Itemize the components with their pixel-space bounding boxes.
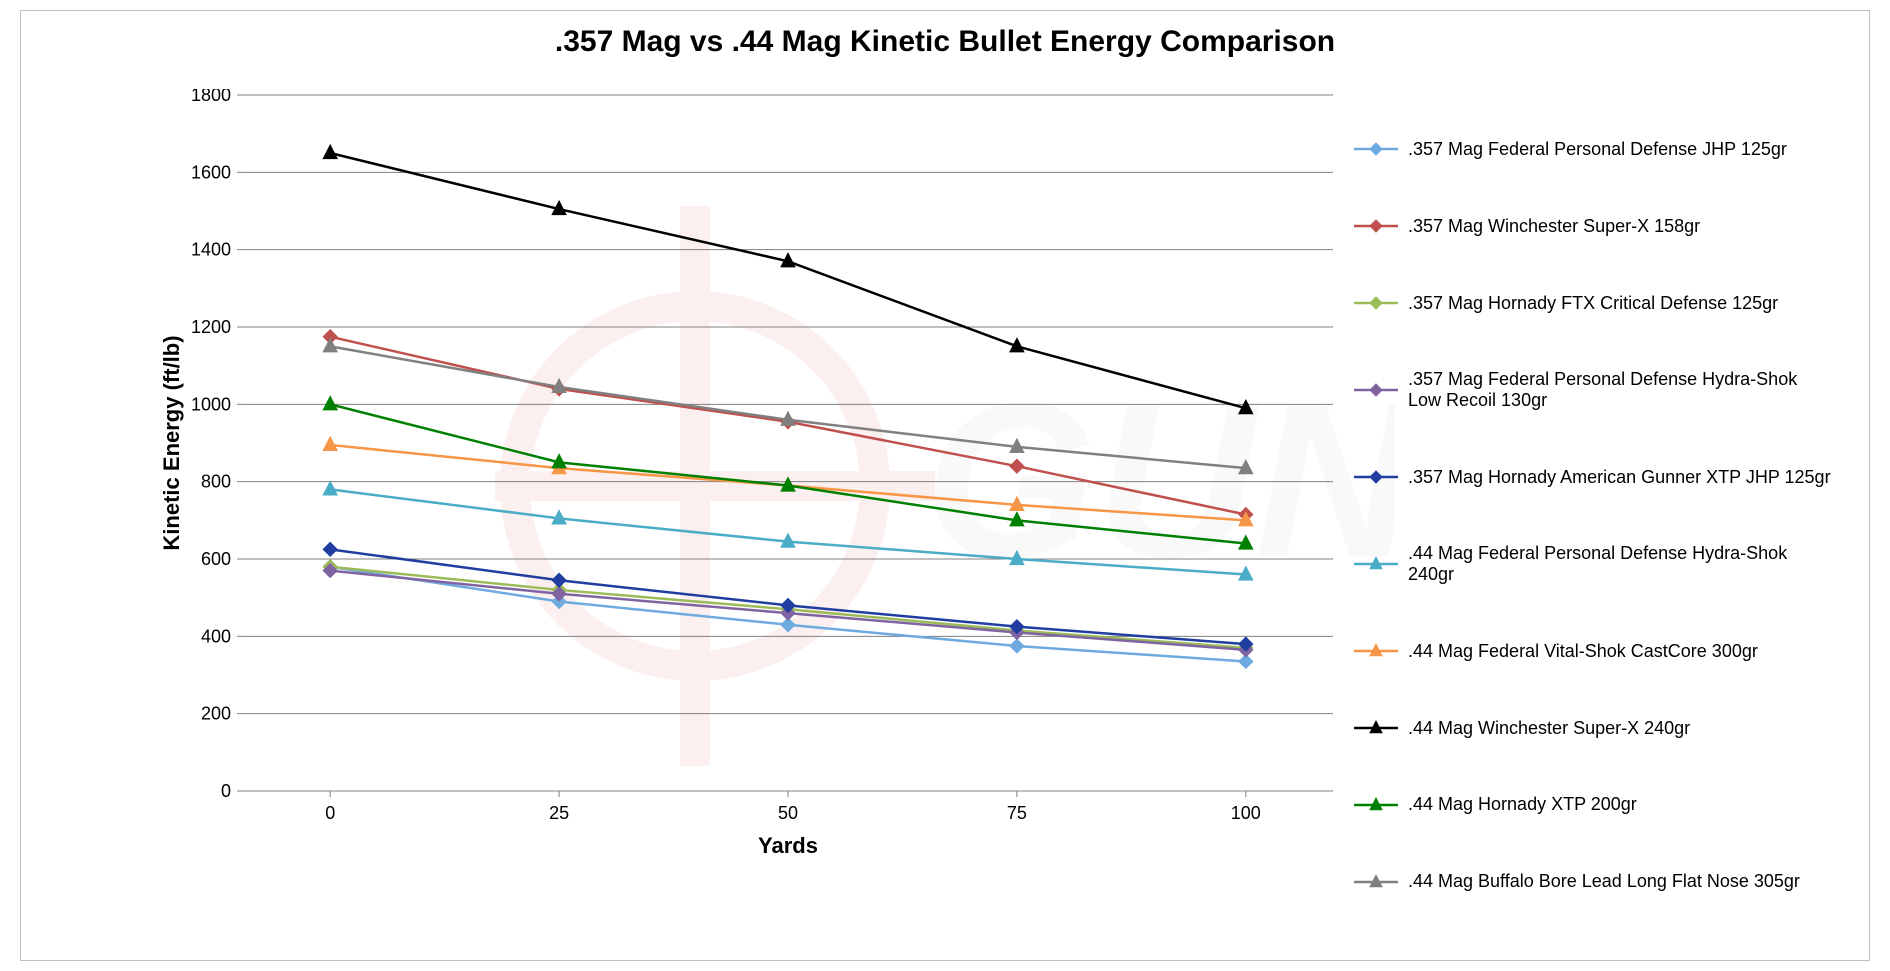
svg-text:1200: 1200 <box>191 317 231 337</box>
legend-swatch <box>1354 295 1398 311</box>
legend-item: .357 Mag Hornady American Gunner XTP JHP… <box>1354 467 1834 488</box>
legend-label: .44 Mag Federal Vital-Shok CastCore 300g… <box>1408 641 1758 662</box>
legend-label: .357 Mag Federal Personal Defense JHP 12… <box>1408 139 1787 160</box>
legend-item: .44 Mag Winchester Super-X 240gr <box>1354 718 1834 739</box>
legend-item: .44 Mag Buffalo Bore Lead Long Flat Nose… <box>1354 871 1834 892</box>
svg-text:1800: 1800 <box>191 89 231 105</box>
svg-text:25: 25 <box>549 803 569 823</box>
legend-swatch <box>1354 218 1398 234</box>
plot-area: 0 200 400 600 800 1000 1200 1400 1600 1800 0 25 50 75… <box>151 89 1339 869</box>
legend-item: .357 Mag Winchester Super-X 158gr <box>1354 216 1834 237</box>
legend-swatch <box>1354 874 1398 890</box>
legend-label: .44 Mag Federal Personal Defense Hydra-S… <box>1408 543 1834 584</box>
svg-text:75: 75 <box>1007 803 1027 823</box>
svg-text:Kinetic Energy (ft/lb): Kinetic Energy (ft/lb) <box>159 335 184 550</box>
chart-panel: GUN .357 Mag vs .44 Mag Kinetic Bullet E… <box>20 10 1870 961</box>
svg-text:1600: 1600 <box>191 162 231 182</box>
legend-swatch <box>1354 797 1398 813</box>
legend-item: .357 Mag Hornady FTX Critical Defense 12… <box>1354 293 1834 314</box>
legend-item: .44 Mag Federal Personal Defense Hydra-S… <box>1354 543 1834 584</box>
legend-label: .44 Mag Hornady XTP 200gr <box>1408 794 1637 815</box>
legend: .357 Mag Federal Personal Defense JHP 12… <box>1354 111 1834 920</box>
chart-frame: GUN .357 Mag vs .44 Mag Kinetic Bullet E… <box>0 0 1890 971</box>
legend-label: .357 Mag Hornady American Gunner XTP JHP… <box>1408 467 1831 488</box>
legend-swatch <box>1354 720 1398 736</box>
legend-swatch <box>1354 382 1398 398</box>
svg-text:1000: 1000 <box>191 394 231 414</box>
legend-label: .44 Mag Winchester Super-X 240gr <box>1408 718 1690 739</box>
legend-item: .357 Mag Federal Personal Defense JHP 12… <box>1354 139 1834 160</box>
legend-label: .357 Mag Federal Personal Defense Hydra-… <box>1408 369 1834 410</box>
legend-label: .357 Mag Hornady FTX Critical Defense 12… <box>1408 293 1778 314</box>
legend-label: .44 Mag Buffalo Bore Lead Long Flat Nose… <box>1408 871 1800 892</box>
legend-swatch <box>1354 556 1398 572</box>
svg-text:50: 50 <box>778 803 798 823</box>
legend-label: .357 Mag Winchester Super-X 158gr <box>1408 216 1700 237</box>
chart-title: .357 Mag vs .44 Mag Kinetic Bullet Energ… <box>21 11 1869 59</box>
svg-text:600: 600 <box>201 549 231 569</box>
svg-text:800: 800 <box>201 472 231 492</box>
svg-text:Yards: Yards <box>758 833 818 858</box>
svg-text:400: 400 <box>201 626 231 646</box>
svg-text:100: 100 <box>1231 803 1261 823</box>
legend-swatch <box>1354 469 1398 485</box>
legend-item: .357 Mag Federal Personal Defense Hydra-… <box>1354 369 1834 410</box>
svg-text:1400: 1400 <box>191 240 231 260</box>
legend-item: .44 Mag Hornady XTP 200gr <box>1354 794 1834 815</box>
legend-item: .44 Mag Federal Vital-Shok CastCore 300g… <box>1354 641 1834 662</box>
svg-text:0: 0 <box>221 781 231 801</box>
svg-text:200: 200 <box>201 704 231 724</box>
legend-swatch <box>1354 643 1398 659</box>
legend-swatch <box>1354 141 1398 157</box>
svg-text:0: 0 <box>325 803 335 823</box>
